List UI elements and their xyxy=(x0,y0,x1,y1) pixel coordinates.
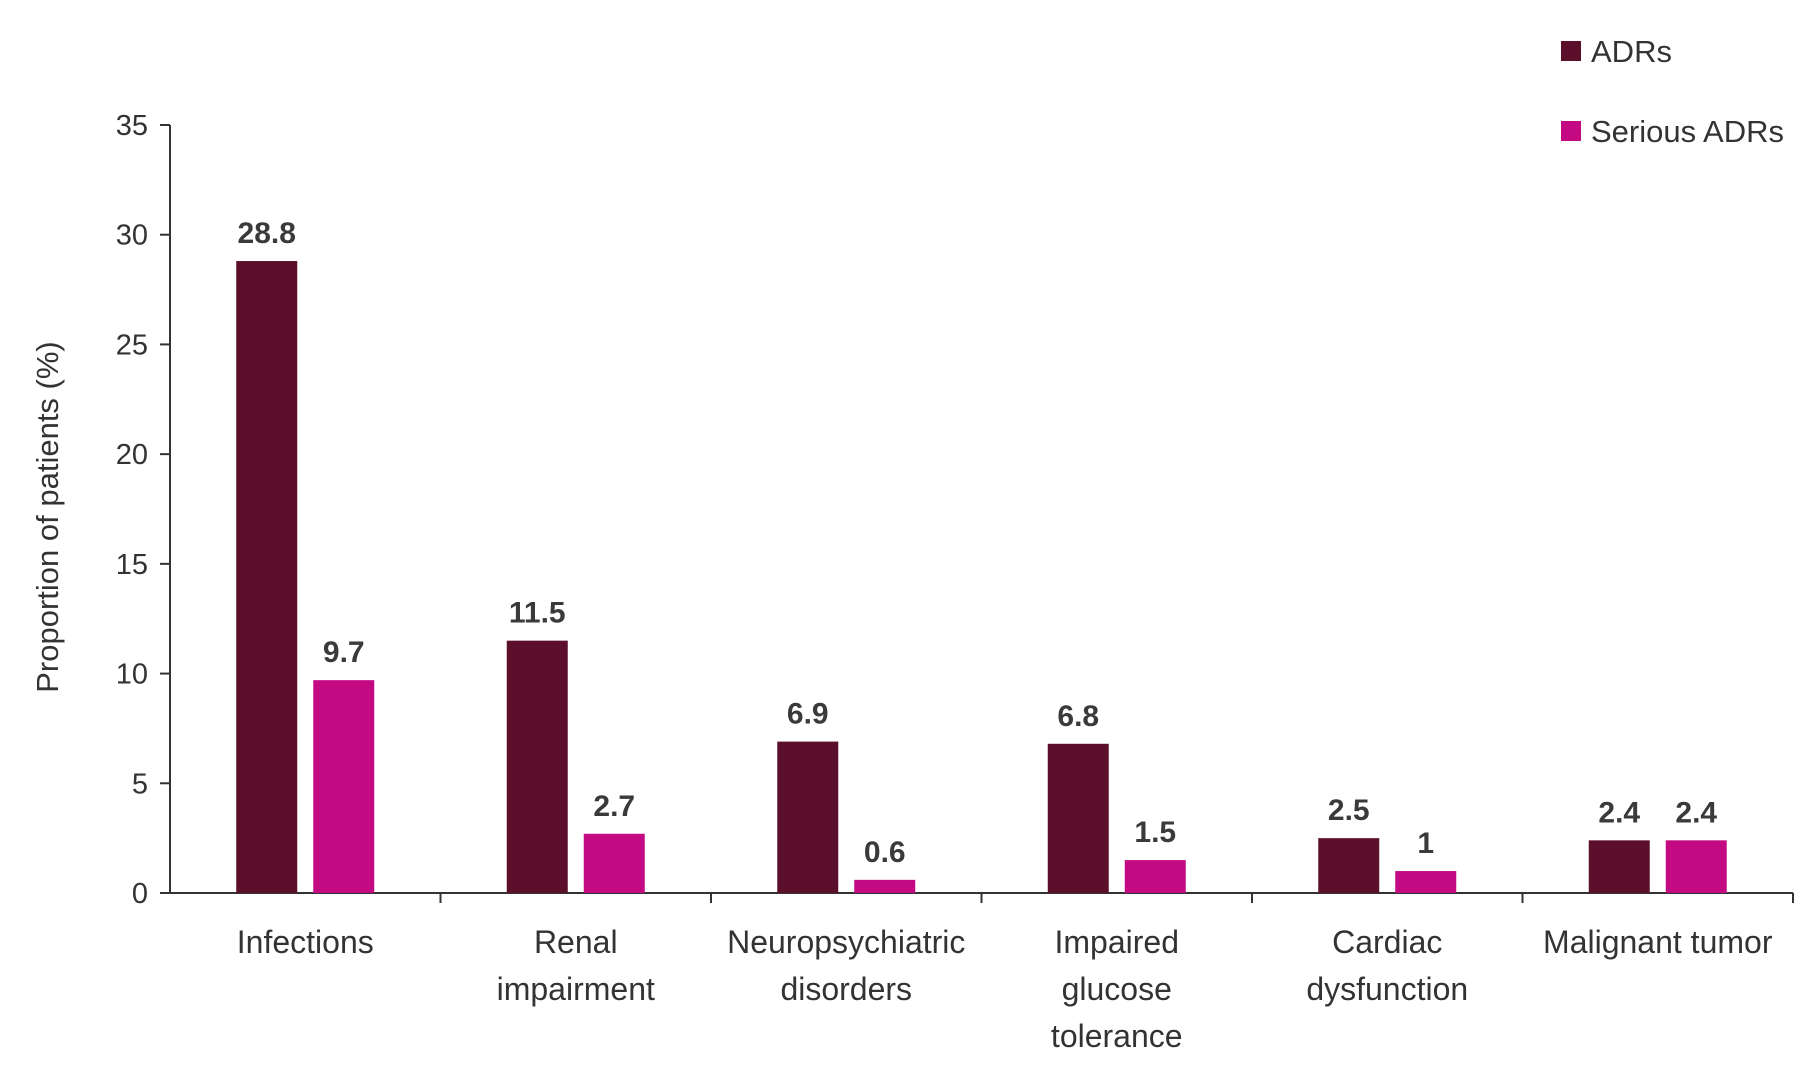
y-axis-title: Proportion of patients (%) xyxy=(30,341,65,693)
bar-adrs xyxy=(1047,743,1109,893)
data-label: 6.8 xyxy=(1057,700,1099,733)
data-label: 2.7 xyxy=(593,790,635,823)
data-label: 0.6 xyxy=(864,836,906,869)
x-category-label-line: tolerance xyxy=(1051,1018,1183,1054)
data-labels: 28.8 9.7 11.5 2.7 6.9 0.6 6.8 1.5 2.5 1 2.4 2.4 xyxy=(238,217,1718,869)
x-category-label-line: Neuropsychiatric xyxy=(727,924,965,960)
data-label: 1.5 xyxy=(1134,816,1176,849)
x-category-label-line: dysfunction xyxy=(1306,971,1468,1007)
data-label: 2.5 xyxy=(1328,794,1370,827)
y-tick-label: 35 xyxy=(116,110,148,142)
x-category-label-line: disorders xyxy=(780,971,912,1007)
bars xyxy=(236,261,1727,893)
legend-swatch-adrs xyxy=(1561,41,1581,61)
x-category-label-line: Infections xyxy=(237,924,374,960)
bar-serious-adrs xyxy=(1665,840,1727,893)
y-tick-label: 25 xyxy=(116,329,148,361)
x-category-label: Neuropsychiatric disorders xyxy=(727,924,965,1007)
y-axis-title-group: Proportion of patients (%) xyxy=(30,341,65,693)
y-tick-label: 10 xyxy=(116,659,148,691)
legend: ADRs Serious ADRs xyxy=(1561,34,1784,149)
legend-label: Serious ADRs xyxy=(1591,114,1784,149)
x-category-label-line: Renal xyxy=(534,924,618,960)
legend-swatch-serious-adrs xyxy=(1561,121,1581,141)
x-category-label-line: Malignant tumor xyxy=(1543,924,1773,960)
x-category-label: Impaired glucose tolerance xyxy=(1051,924,1183,1054)
data-label: 28.8 xyxy=(238,217,296,250)
x-category-label-line: impairment xyxy=(497,971,655,1007)
x-category-label-line: Cardiac xyxy=(1332,924,1442,960)
y-tick-label: 5 xyxy=(132,768,148,800)
bar-serious-adrs xyxy=(854,879,916,893)
y-tick-label: 20 xyxy=(116,439,148,471)
bar-adrs xyxy=(506,640,568,893)
x-category-label: Cardiac dysfunction xyxy=(1306,924,1468,1007)
bar-adrs xyxy=(236,261,298,893)
data-label: 2.4 xyxy=(1598,796,1640,829)
data-label: 9.7 xyxy=(323,636,365,669)
x-axis-category-labels: Infections Renal impairment Neuropsychiatri… xyxy=(237,924,1773,1054)
bar-serious-adrs xyxy=(1395,871,1457,893)
x-category-label-line: Impaired xyxy=(1055,924,1180,960)
y-tick-label: 30 xyxy=(116,220,148,252)
bar-adrs xyxy=(777,741,839,893)
x-category-label: Malignant tumor xyxy=(1543,924,1773,960)
y-tick-label: 0 xyxy=(132,878,148,910)
bar-serious-adrs xyxy=(583,833,645,893)
data-label: 2.4 xyxy=(1675,796,1717,829)
bar-adrs xyxy=(1318,838,1380,893)
bar-adrs xyxy=(1588,840,1650,893)
x-category-label: Infections xyxy=(237,924,374,960)
axes: 0 5 10 15 20 25 30 35 xyxy=(116,110,1794,910)
data-label: 11.5 xyxy=(509,597,566,630)
x-category-label: Renal impairment xyxy=(497,924,655,1007)
bar-serious-adrs xyxy=(1124,860,1186,893)
bar-serious-adrs xyxy=(313,680,375,893)
legend-label: ADRs xyxy=(1591,34,1672,69)
y-tick-label: 15 xyxy=(116,549,148,581)
data-label: 6.9 xyxy=(787,698,829,731)
data-label: 1 xyxy=(1417,827,1434,860)
x-category-label-line: glucose xyxy=(1062,971,1172,1007)
